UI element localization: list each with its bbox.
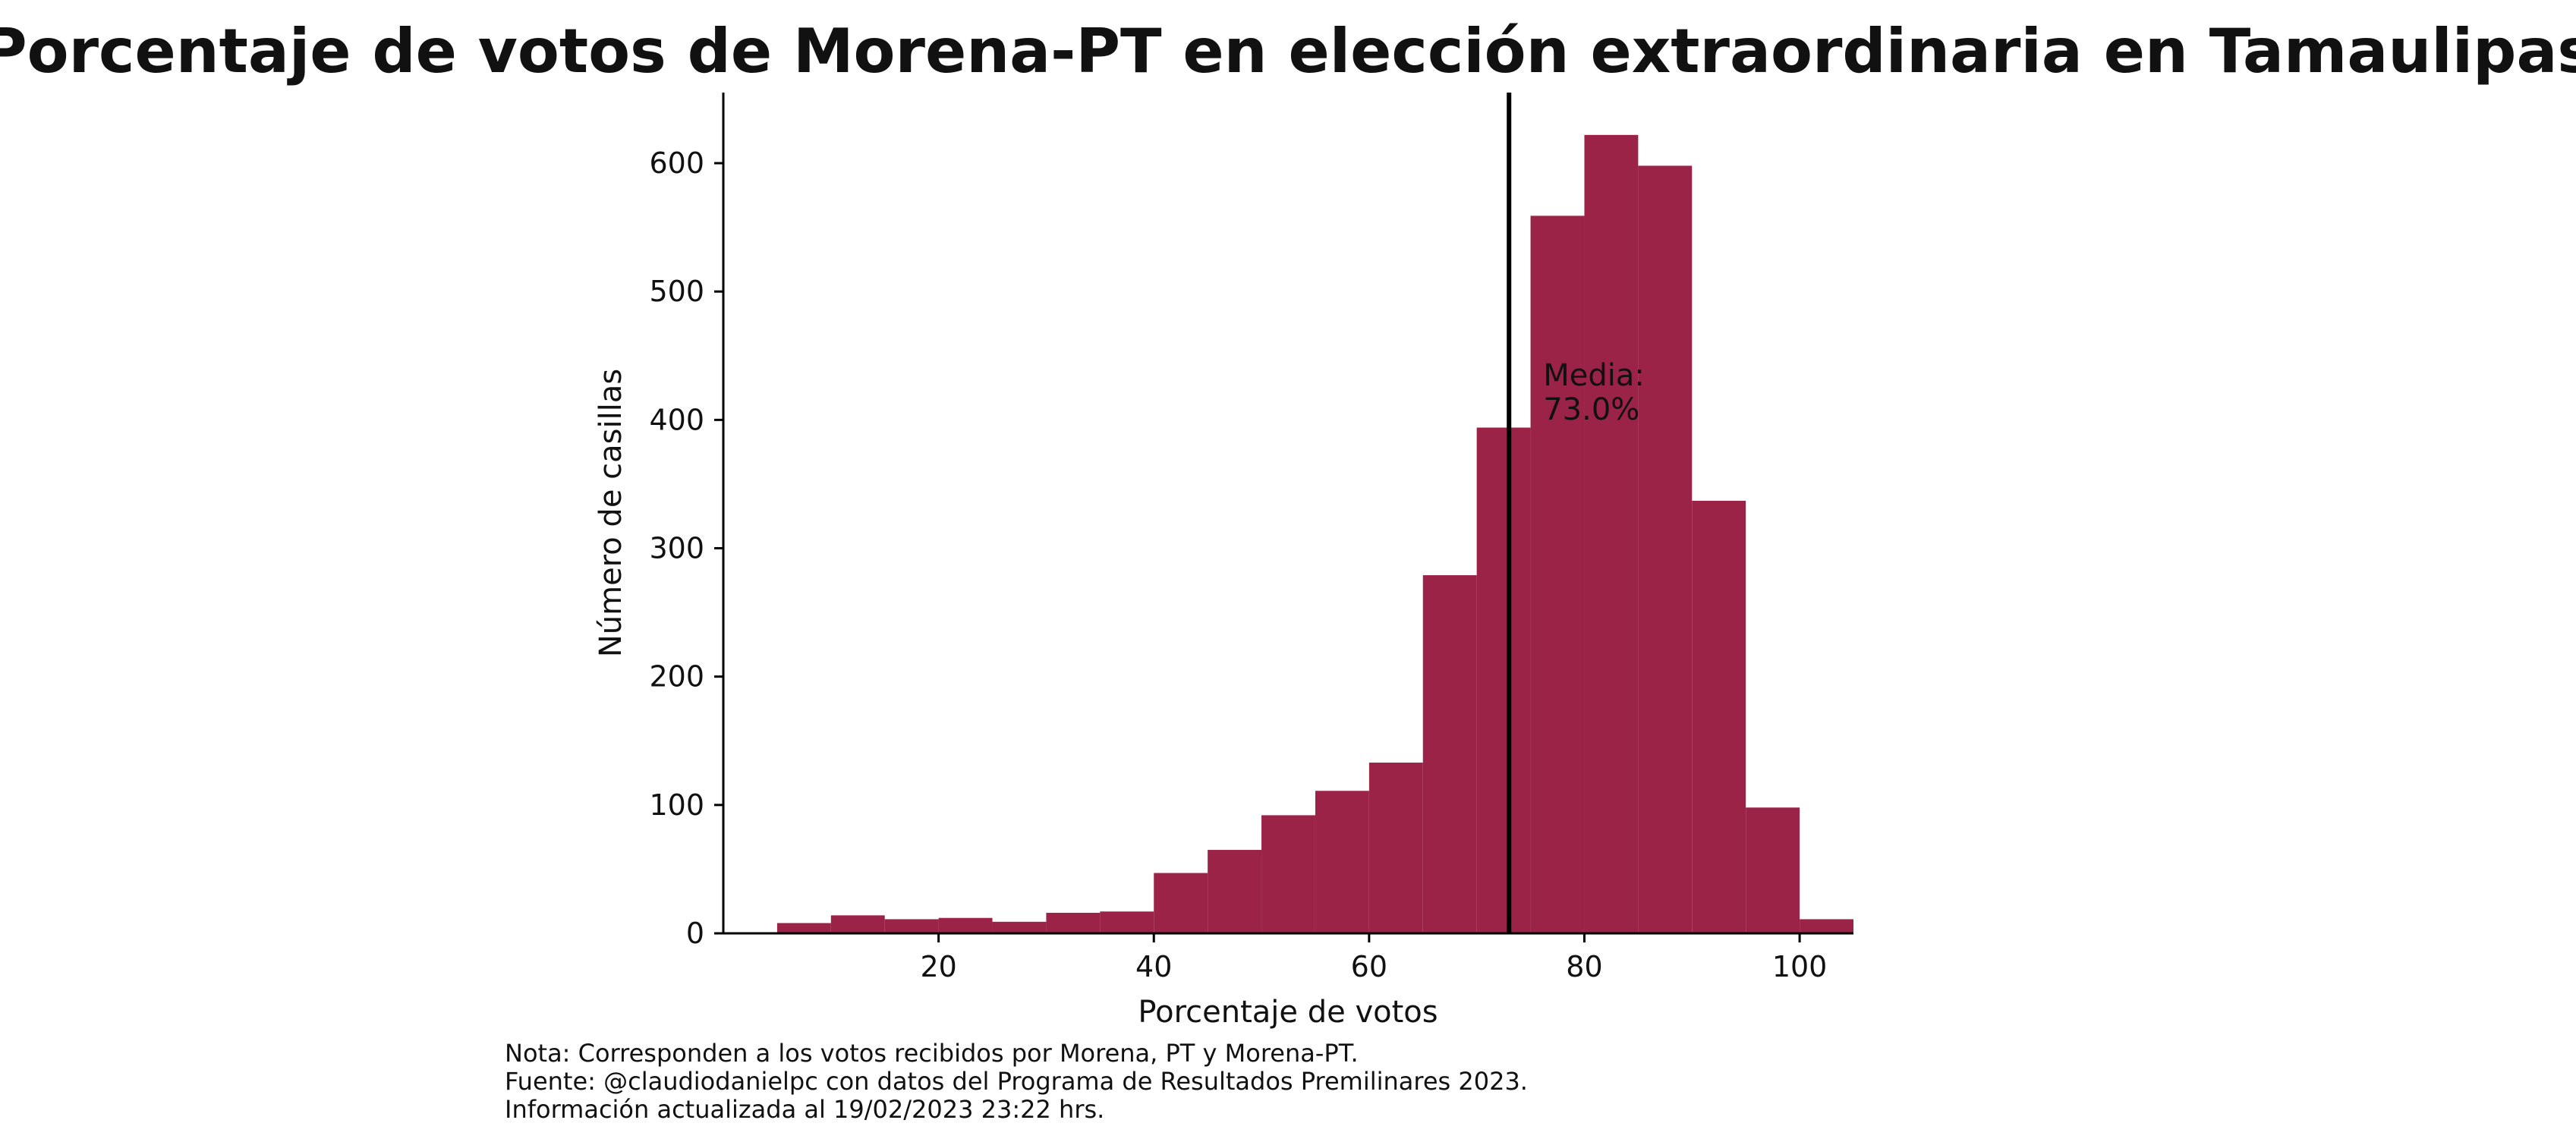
y-tick-label: 100 [649,788,704,822]
x-tick-label: 100 [1772,950,1828,983]
axes-group: 20 40 60 80 100 0 100 200 300 400 500 600 [649,93,1853,983]
mean-label-value: 73.0% [1543,392,1639,427]
histogram-bar [1368,763,1423,933]
x-tick-label: 60 [1351,950,1387,983]
y-tick-label: 0 [686,917,704,950]
histogram-bar [1315,791,1369,933]
histogram-bar [884,919,939,933]
y-tick-label: 400 [649,403,704,436]
histogram-bar [1154,873,1208,933]
footer-note: Nota: Corresponden a los votos recibidos… [505,1039,1359,1068]
histogram-bar [1100,911,1154,933]
chart-title: Porcentaje de votos de Morena-PT en elec… [0,16,2576,87]
histogram-bar [1046,912,1101,933]
histogram-bar [1530,216,1585,933]
histogram-bar [1638,165,1693,933]
histogram-bar [1692,500,1746,933]
histogram-bar [992,921,1047,933]
histogram-bar [1261,815,1315,933]
histogram-bar [1422,575,1477,933]
histogram-bar [830,915,885,933]
histogram-bar [1800,919,1853,933]
x-axis-label: Porcentaje de votos [1138,995,1438,1030]
histogram-bar [938,917,993,933]
x-tick-label: 20 [920,950,956,983]
footer-source: Fuente: @claudiodanielpc con datos del P… [505,1067,1528,1096]
histogram-bar [1584,134,1639,934]
y-tick-label: 600 [649,146,704,180]
histogram-bar [1746,807,1800,933]
y-tick-label: 500 [649,275,704,308]
footer-updated: Información actualizada al 19/02/2023 23… [505,1095,1104,1124]
histogram-bar [1208,850,1262,933]
y-axis-label: Número de casillas [594,369,628,657]
bars-group [776,134,1853,934]
x-tick-label: 40 [1135,950,1172,983]
x-tick-label: 80 [1566,950,1602,983]
y-tick-label: 200 [649,660,704,694]
y-tick-label: 300 [649,532,704,565]
mean-group: Media:73.0% [1507,93,1645,933]
histogram-bar [1476,427,1531,933]
histogram-bar [776,923,831,933]
mean-label-title: Media: [1543,358,1645,393]
